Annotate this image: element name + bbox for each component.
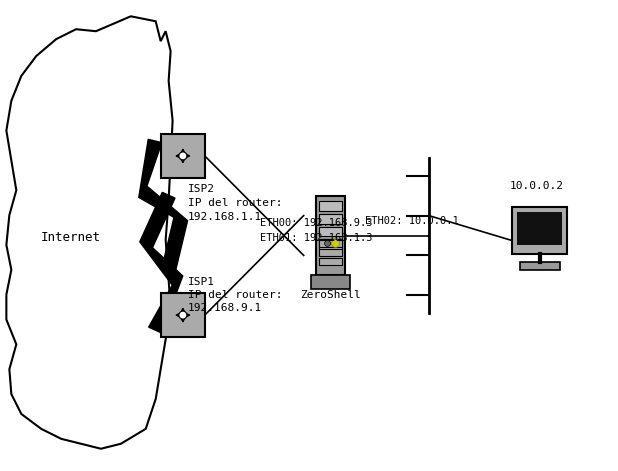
Text: Internet: Internet: [41, 231, 101, 244]
PathPatch shape: [6, 16, 172, 449]
Text: ETH02: 10.0.0.1: ETH02: 10.0.0.1: [365, 216, 459, 226]
FancyBboxPatch shape: [319, 201, 342, 211]
Circle shape: [179, 311, 187, 319]
Text: 10.0.0.2: 10.0.0.2: [510, 181, 564, 191]
FancyBboxPatch shape: [311, 275, 350, 289]
FancyBboxPatch shape: [319, 250, 342, 256]
FancyBboxPatch shape: [319, 241, 342, 247]
Text: ZeroShell: ZeroShell: [300, 290, 361, 300]
Text: ETH01: 192.168.1.3: ETH01: 192.168.1.3: [260, 233, 373, 243]
Circle shape: [331, 239, 339, 247]
Text: IP del router:: IP del router:: [188, 198, 282, 208]
FancyBboxPatch shape: [517, 211, 562, 245]
FancyBboxPatch shape: [319, 239, 342, 250]
FancyBboxPatch shape: [316, 196, 345, 275]
FancyBboxPatch shape: [319, 259, 342, 265]
Text: ISP2: ISP2: [188, 184, 215, 194]
FancyBboxPatch shape: [319, 227, 342, 236]
FancyBboxPatch shape: [520, 262, 560, 270]
Text: IP del router:: IP del router:: [188, 290, 282, 300]
Polygon shape: [140, 192, 183, 333]
FancyBboxPatch shape: [319, 214, 342, 224]
FancyBboxPatch shape: [512, 207, 567, 254]
Circle shape: [324, 241, 331, 246]
Text: ISP1: ISP1: [188, 277, 215, 287]
Text: 192.168.1.1: 192.168.1.1: [188, 211, 262, 221]
Circle shape: [179, 152, 187, 160]
Text: 192.168.9.1: 192.168.9.1: [188, 303, 262, 313]
FancyBboxPatch shape: [161, 293, 205, 337]
FancyBboxPatch shape: [161, 134, 205, 178]
Text: ETH00: 192.168.9.3: ETH00: 192.168.9.3: [260, 218, 373, 228]
Polygon shape: [139, 139, 187, 271]
